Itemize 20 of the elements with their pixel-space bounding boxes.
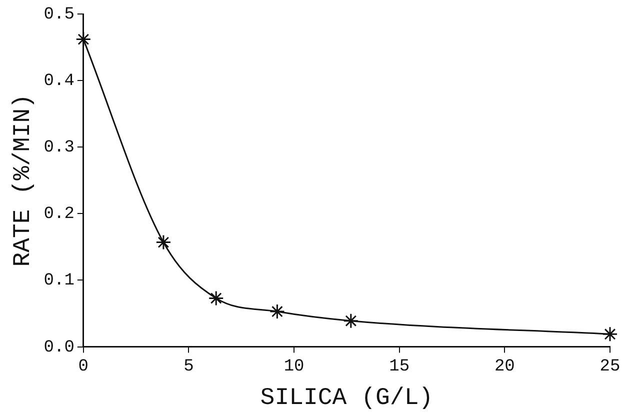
y-tick-label: 0.4 bbox=[44, 72, 74, 92]
x-tick-label: 15 bbox=[389, 358, 410, 376]
y-tick-label: 0.1 bbox=[44, 272, 74, 291]
x-tick-label: 0 bbox=[78, 358, 89, 376]
point bbox=[602, 326, 618, 342]
point bbox=[156, 234, 172, 250]
y-tick-label: 0.2 bbox=[44, 205, 74, 224]
y-tick-label: 0.5 bbox=[44, 6, 74, 24]
y-tick-label: 0.3 bbox=[44, 138, 74, 158]
x-tick-label: 25 bbox=[600, 358, 620, 376]
x-tick-label: 10 bbox=[284, 358, 304, 376]
point bbox=[269, 304, 285, 320]
y-axis-title: RATE (%/MIN) bbox=[10, 94, 37, 267]
y-tick-label: 0.0 bbox=[44, 338, 74, 358]
x-tick-label: 20 bbox=[494, 358, 515, 376]
point bbox=[343, 313, 359, 329]
point bbox=[76, 32, 92, 48]
x-tick-label: 5 bbox=[184, 358, 194, 376]
x-axis-title: SILICA (G/L) bbox=[260, 384, 434, 412]
point bbox=[208, 290, 224, 306]
